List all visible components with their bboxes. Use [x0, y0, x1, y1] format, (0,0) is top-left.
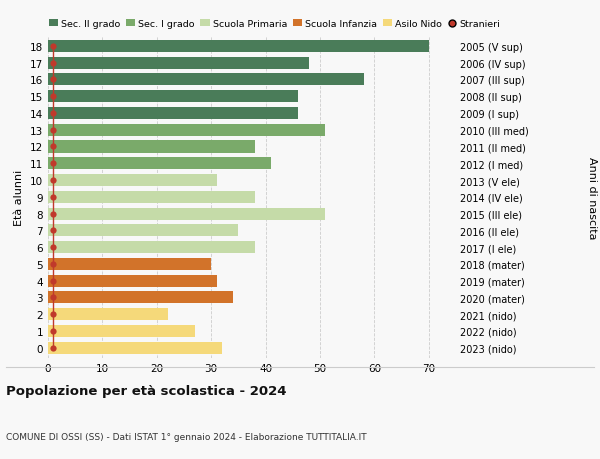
Bar	[48, 225, 238, 237]
Bar	[48, 74, 364, 86]
Text: Popolazione per età scolastica - 2024: Popolazione per età scolastica - 2024	[6, 384, 287, 397]
Bar	[48, 292, 233, 304]
Bar	[48, 158, 271, 170]
Bar	[48, 191, 255, 203]
Bar	[48, 57, 309, 69]
Bar	[48, 325, 195, 337]
Bar	[48, 91, 298, 103]
Y-axis label: Età alunni: Età alunni	[14, 169, 25, 225]
Bar	[48, 308, 167, 320]
Text: COMUNE DI OSSI (SS) - Dati ISTAT 1° gennaio 2024 - Elaborazione TUTTITALIA.IT: COMUNE DI OSSI (SS) - Dati ISTAT 1° genn…	[6, 431, 367, 441]
Legend: Sec. II grado, Sec. I grado, Scuola Primaria, Scuola Infanzia, Asilo Nido, Stran: Sec. II grado, Sec. I grado, Scuola Prim…	[49, 20, 500, 29]
Bar	[48, 174, 217, 187]
Bar	[48, 241, 255, 253]
Bar	[48, 41, 429, 53]
Bar	[48, 141, 255, 153]
Bar	[48, 258, 211, 270]
Bar	[48, 108, 298, 120]
Bar	[48, 208, 325, 220]
Bar	[48, 124, 325, 136]
Text: Anni di nascita: Anni di nascita	[587, 156, 597, 239]
Bar	[48, 275, 217, 287]
Bar	[48, 342, 222, 354]
